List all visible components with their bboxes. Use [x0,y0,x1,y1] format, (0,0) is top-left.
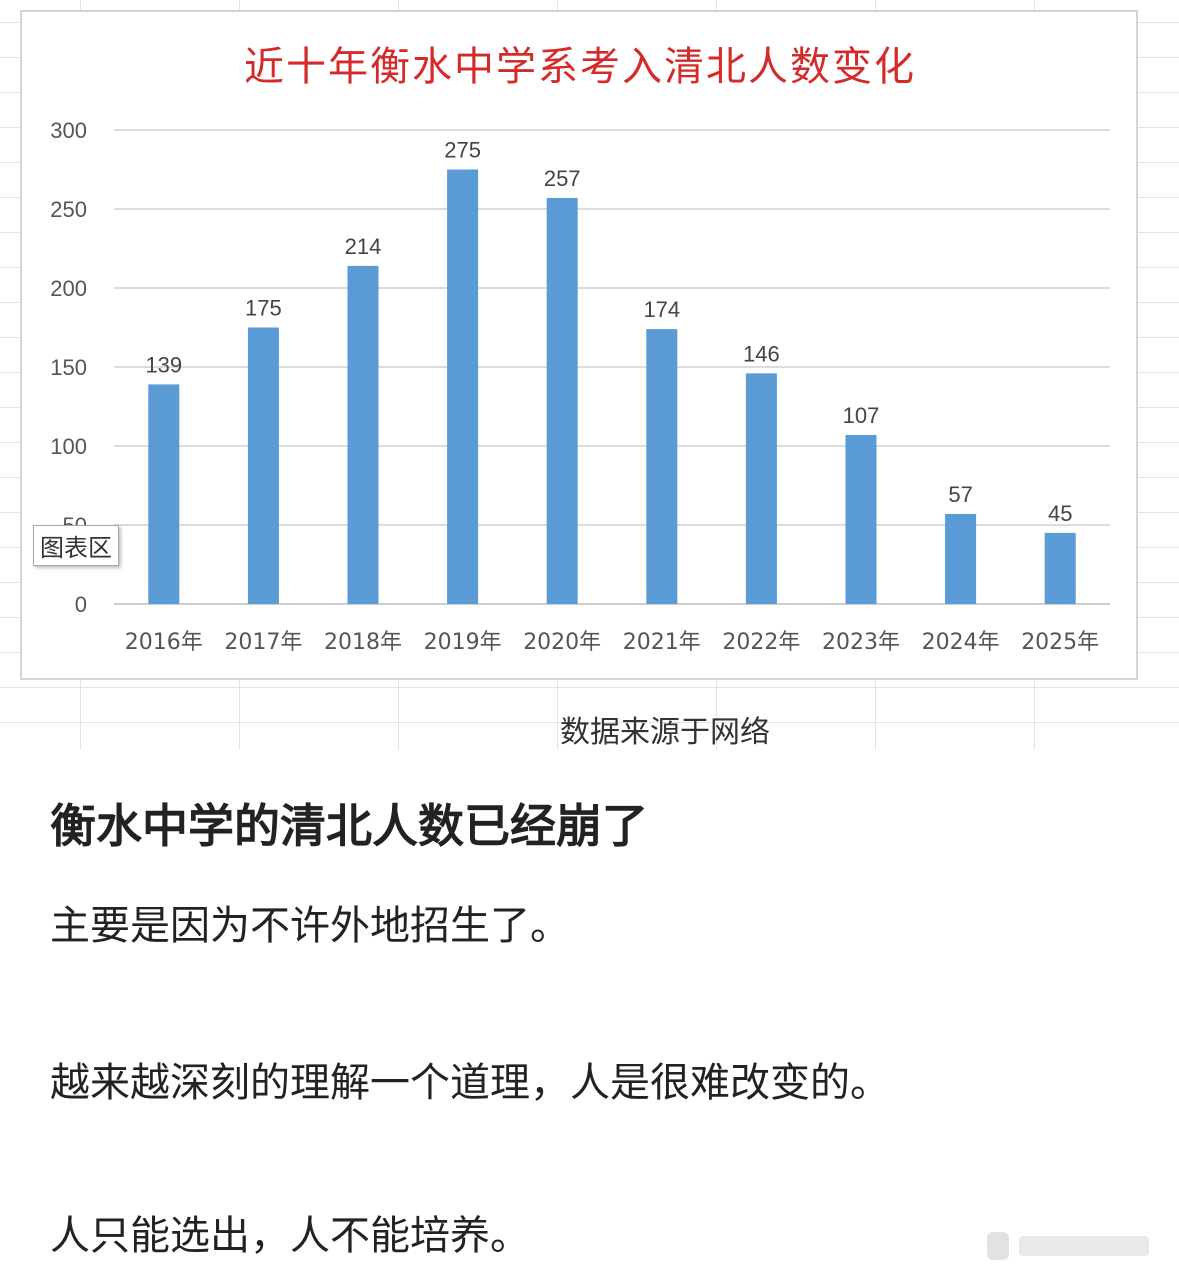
data-label: 257 [544,166,581,191]
post-paragraph-2: 越来越深刻的理解一个道理，人是很难改变的。 [50,1060,890,1106]
y-tick-label: 250 [50,197,87,222]
x-tick-label: 2016年 [125,630,203,655]
data-source-note: 数据来源于网络 [560,715,770,750]
bar [347,265,379,604]
bar [546,197,578,604]
data-label: 275 [444,138,481,163]
bar-chart: 3002502001501005001392016年1752017年214201… [50,118,1110,655]
data-label: 146 [743,341,780,366]
x-tick-label: 2018年 [324,630,402,655]
y-tick-label: 200 [50,276,87,301]
x-tick-label: 2025年 [1021,630,1099,655]
post-paragraph-1: 主要是因为不许外地招生了。 [50,903,570,949]
x-tick-label: 2024年 [922,630,1000,655]
chart-area-tooltip: 图表区 [33,525,119,566]
data-label: 139 [145,352,182,377]
data-label: 57 [948,482,972,507]
bar [1044,532,1076,604]
bar [745,373,777,604]
data-label: 107 [843,403,880,428]
x-tick-label: 2021年 [623,630,701,655]
post-headline: 衡水中学的清北人数已经崩了 [50,799,648,853]
watermark-icon [987,1232,1149,1260]
bar [148,384,180,604]
x-tick-label: 2023年 [822,630,900,655]
data-label: 175 [245,296,282,321]
chart-title: 近十年衡水中学系考入清北人数变化 [244,44,916,90]
post-paragraph-3: 人只能选出，人不能培养。 [50,1213,530,1259]
x-tick-label: 2017年 [224,630,302,655]
data-label: 214 [345,234,382,259]
bar [646,329,678,604]
y-tick-label: 150 [50,355,87,380]
bar [447,169,479,604]
bar [247,327,279,604]
data-label: 45 [1048,501,1072,526]
x-tick-label: 2020年 [523,630,601,655]
y-tick-label: 100 [50,434,87,459]
bar [845,434,877,604]
x-tick-label: 2022年 [722,630,800,655]
y-tick-label: 0 [75,592,87,617]
data-label: 174 [643,297,680,322]
bar [945,513,977,604]
y-tick-label: 300 [50,118,87,143]
x-tick-label: 2019年 [424,630,502,655]
